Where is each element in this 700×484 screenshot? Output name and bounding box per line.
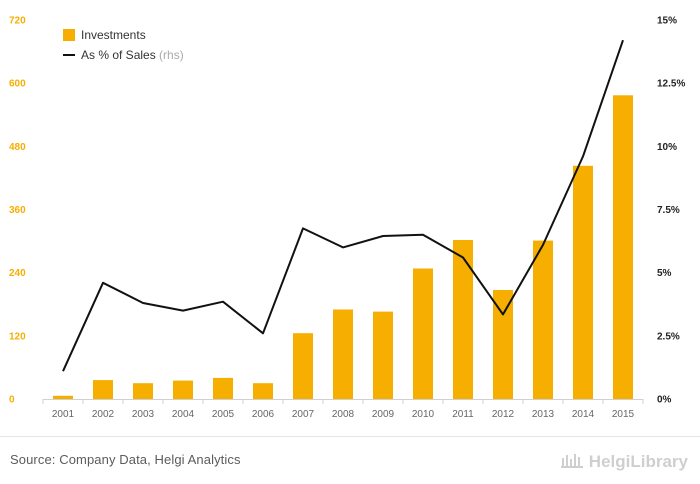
legend-investments-label[interactable]: Investments [81,28,146,42]
x-tick-label-2012: 2012 [492,409,515,420]
left-tick-label: 360 [9,205,26,216]
axes-layer: 2001 2002 2003 2004 2005 2006 2007 2008 2009 2010… [9,16,685,421]
bar-2008[interactable] [333,309,353,400]
x-tick-label-2011: 2011 [452,409,474,420]
left-tick-label: 240 [9,268,26,279]
right-tick-label: 10% [657,142,677,153]
bar-2005[interactable] [213,377,233,399]
x-tick-label-2013: 2013 [532,409,555,420]
left-tick-label: 480 [9,142,26,153]
left-tick-label: 120 [9,331,26,342]
x-tick-label-2002: 2002 [92,409,115,420]
bar-2004[interactable] [173,380,193,399]
left-tick-label: 600 [9,79,26,90]
x-tick-label-2005: 2005 [212,409,235,420]
right-tick-label: 5% [657,268,672,279]
bar-2001[interactable] [53,395,73,399]
x-tick-label-2001: 2001 [52,409,75,420]
right-tick-label: 7.5% [657,205,680,216]
bar-2009[interactable] [373,311,393,399]
bar-2014[interactable] [573,165,593,399]
legend-investments-swatch [63,29,75,41]
x-tick-label-2006: 2006 [252,409,275,420]
left-tick-label: 0 [9,395,15,406]
bar-2012[interactable] [493,290,513,399]
right-tick-label: 0% [657,395,672,406]
x-tick-label-2014: 2014 [572,409,595,420]
bar-2013[interactable] [533,240,553,399]
bar-2002[interactable] [93,380,113,399]
x-tick-label-2004: 2004 [172,409,195,420]
x-tick-label-2015: 2015 [612,409,635,420]
x-tick-label-2007: 2007 [292,409,315,420]
right-tick-label: 2.5% [657,331,680,342]
combo-chart: 2001 2002 2003 2004 2005 2006 2007 2008 2009 2010… [9,16,685,421]
x-tick-label-2008: 2008 [332,409,355,420]
x-tick-label-2009: 2009 [372,409,395,420]
right-tick-label: 15% [657,16,677,27]
bar-2015[interactable] [613,95,633,400]
bar-2007[interactable] [293,333,313,399]
bar-2011[interactable] [453,240,473,399]
source-note: Source: Company Data, Helgi Analytics [10,452,241,467]
library-icon [560,450,585,473]
brand-logo[interactable]: HelgiLibrary [560,450,688,473]
line-layer [62,39,624,372]
x-tick-label-2010: 2010 [412,409,435,420]
brand-name: HelgiLibrary [588,451,688,471]
pct-of-sales-line[interactable] [62,39,624,372]
right-tick-label: 12.5% [657,79,685,90]
footer: Source: Company Data, Helgi Analytics He… [0,436,700,484]
legend: Investments As % of Sales (rhs) [63,28,184,62]
bar-2003[interactable] [133,383,153,399]
x-tick-label-2003: 2003 [132,409,155,420]
bar-2006[interactable] [253,383,273,399]
bars-layer [53,95,633,400]
left-tick-label: 720 [9,16,26,27]
legend-pct-label[interactable]: As % of Sales (rhs) [81,48,184,62]
bar-2010[interactable] [413,268,433,400]
